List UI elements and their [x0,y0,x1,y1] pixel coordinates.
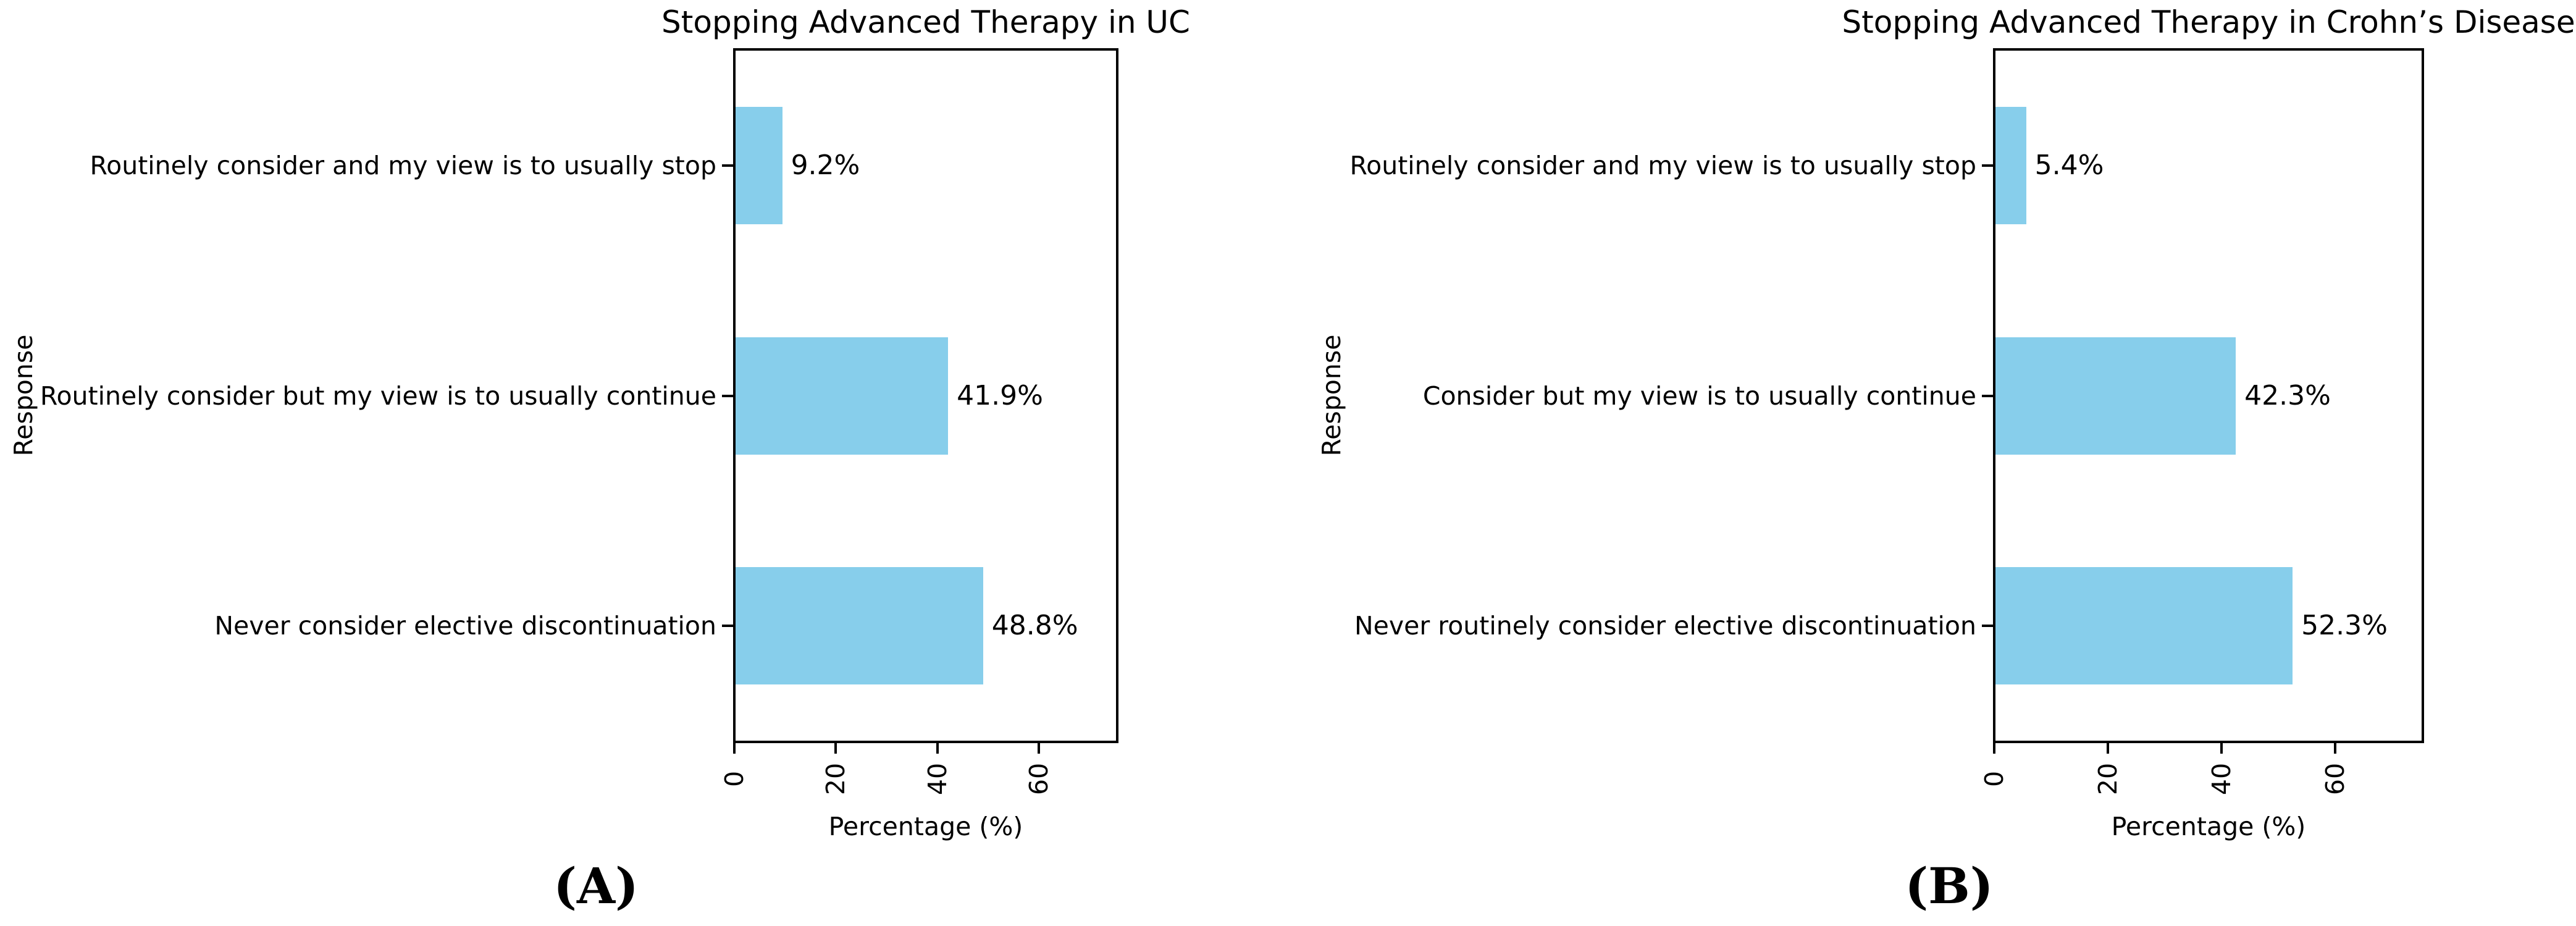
subfigure-caption-b: (B) [1905,857,1994,915]
bar [1995,566,2293,684]
bar-value-label: 41.9% [957,379,1043,411]
category-tick [722,624,734,627]
x-tick-label: 0 [720,770,749,788]
chart-title-uc: Stopping Advanced Therapy in UC [661,4,1190,40]
category-tick [1982,394,1994,397]
subfigure-caption-a: (A) [553,857,639,915]
x-axis-label-crohns: Percentage (%) [2111,812,2306,841]
bar-value-label: 5.4% [2034,149,2104,182]
x-axis-label-uc: Percentage (%) [828,812,1023,841]
bar [1995,337,2236,455]
x-tick-label: 40 [2207,762,2236,796]
category-tick [1982,624,1994,627]
bar-value-label: 9.2% [791,149,860,182]
bar-value-label: 48.8% [991,609,1078,641]
x-tick-label: 60 [2320,762,2350,796]
bar [736,107,782,225]
category-tick [722,394,734,397]
category-label: Routinely consider but my view is to usu… [40,381,716,411]
x-tick [2220,743,2223,754]
bar-value-label: 52.3% [2301,609,2388,641]
category-label: Consider but my view is to usually conti… [1422,381,1976,411]
x-tick [733,743,736,754]
bar [736,337,949,455]
bar-value-label: 42.3% [2244,379,2331,411]
x-tick-label: 60 [1023,762,1054,796]
category-tick [722,164,734,167]
x-tick-label: 20 [821,762,851,796]
category-label: Routinely consider and my view is to usu… [90,151,717,181]
category-label: Never consider elective discontinuation [214,610,716,641]
category-label: Never routinely consider elective discon… [1354,610,1976,641]
x-tick-label: 20 [2093,762,2123,796]
x-tick [834,743,837,754]
bar [1995,107,2026,225]
x-tick-label: 40 [922,762,952,796]
category-label: Routinely consider and my view is to usu… [1349,151,1977,181]
bar [736,566,983,684]
x-tick-label: 0 [1979,770,2009,788]
x-tick [1037,743,1040,754]
x-tick [2107,743,2109,754]
x-tick [936,743,939,754]
x-tick [1993,743,1995,754]
chart-title-crohns: Stopping Advanced Therapy in Crohn’s Dis… [1842,4,2575,40]
category-tick [1982,164,1994,167]
x-tick [2334,743,2336,754]
